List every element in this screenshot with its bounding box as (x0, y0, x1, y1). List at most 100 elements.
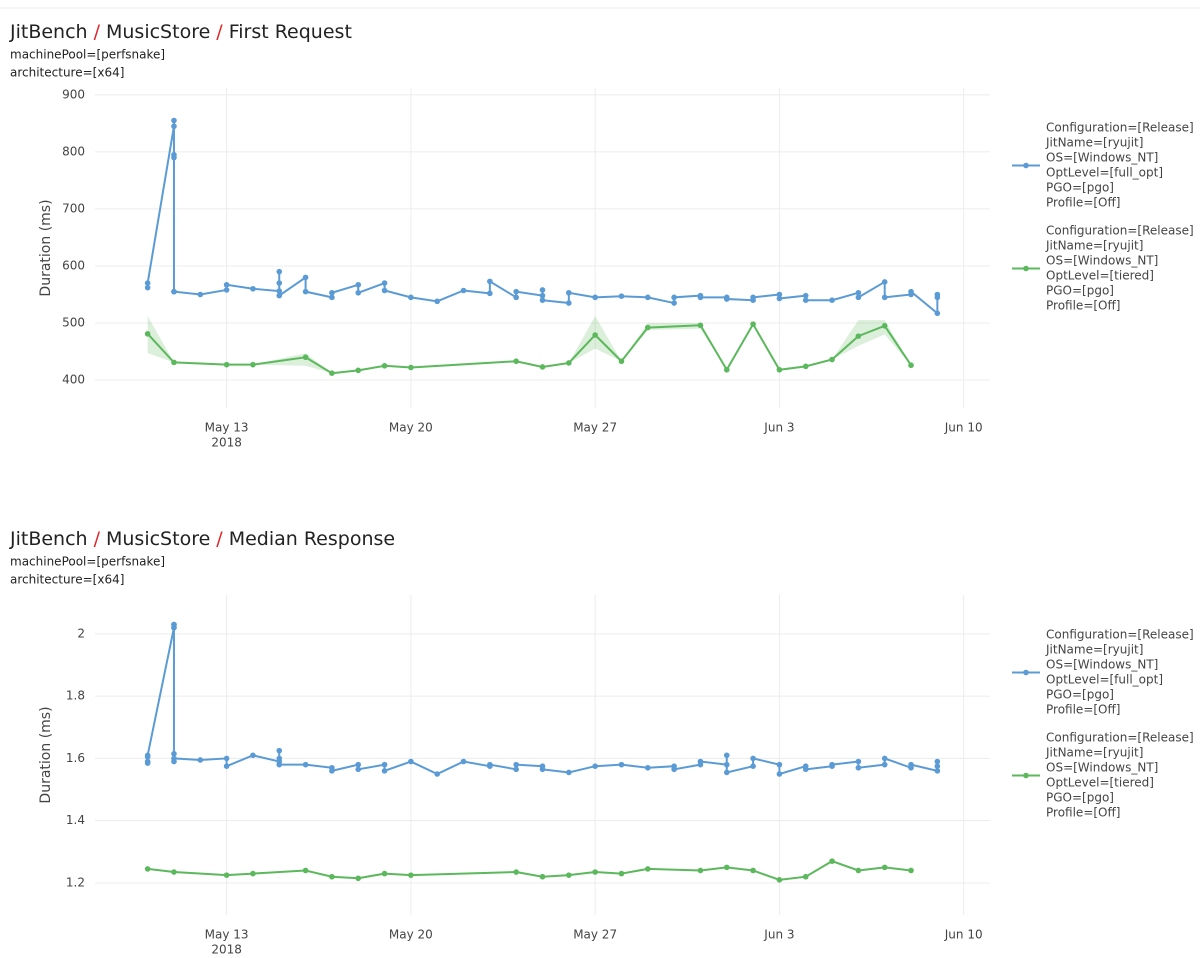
data-point (355, 766, 362, 773)
title-part: / (216, 21, 223, 43)
data-point (250, 752, 256, 759)
confidence-band (147, 316, 174, 363)
data-point (144, 866, 151, 872)
data-point (250, 870, 256, 877)
legend-label: OptLevel=[full_opt] (1046, 166, 1163, 180)
confidence-band (595, 316, 622, 362)
data-point (144, 331, 151, 337)
y-tick-label: 1.2 (66, 875, 85, 889)
series-line (147, 860, 912, 881)
x-tick-label: Jun 3 (763, 421, 794, 435)
data-point (881, 294, 888, 301)
data-point (881, 864, 888, 871)
x-tick-label: May 20 (389, 421, 433, 435)
data-point (697, 867, 704, 874)
data-point (750, 867, 756, 874)
legend-label: Configuration=[Release] (1046, 224, 1194, 238)
legend-label: JitName=[ryujit] (1045, 643, 1143, 657)
data-point (829, 858, 835, 864)
title-part: MusicStore (106, 21, 210, 43)
data-point (644, 764, 651, 771)
y-tick-label: 800 (62, 144, 85, 158)
data-point (776, 877, 783, 883)
legend-label: JitName=[ryujit] (1045, 239, 1143, 253)
data-point (592, 763, 598, 770)
chart-title: JitBench / MusicStore / First Request (9, 21, 352, 43)
data-point (855, 764, 862, 771)
data-point (171, 123, 177, 130)
data-point (329, 768, 335, 774)
data-point (776, 366, 783, 373)
data-point (171, 755, 177, 762)
title-part: JitBench (9, 528, 88, 550)
data-point (408, 872, 414, 878)
x-tick-label: Jun 10 (944, 421, 983, 435)
data-point (381, 280, 388, 286)
data-point (329, 370, 335, 377)
data-point (223, 755, 230, 762)
data-point (539, 297, 546, 303)
data-point (329, 873, 335, 880)
data-point (276, 761, 283, 768)
legend-label: OS=[Windows_NT] (1046, 254, 1158, 268)
legend-label: OptLevel=[tiered] (1046, 776, 1154, 790)
data-point (144, 284, 151, 291)
data-point (776, 295, 783, 302)
data-point (671, 766, 677, 773)
title-part: / (216, 528, 223, 550)
data-point (460, 758, 467, 765)
data-point (539, 292, 546, 299)
data-point (566, 300, 572, 306)
data-point (276, 268, 283, 275)
subtitle: architecture=[x64] (10, 573, 124, 587)
x-tick-label: Jun 3 (763, 928, 794, 942)
data-point (750, 294, 756, 301)
legend-label: PGO=[pgo] (1046, 688, 1114, 702)
data-point (539, 364, 546, 370)
data-point (644, 866, 651, 872)
data-point (566, 360, 572, 366)
y-tick-label: 700 (62, 201, 85, 215)
data-point (381, 362, 388, 369)
legend-label: JitName=[ryujit] (1045, 746, 1143, 760)
data-point (408, 294, 414, 301)
data-point (355, 289, 362, 296)
data-point (934, 768, 941, 774)
data-point (566, 289, 572, 296)
legend-label: OS=[Windows_NT] (1046, 658, 1158, 672)
data-point (697, 294, 704, 301)
legend-label: Profile=[Off] (1046, 806, 1120, 820)
confidence-band (858, 320, 885, 346)
data-point (697, 758, 704, 765)
data-point (829, 761, 835, 768)
data-point (223, 361, 230, 368)
data-point (223, 872, 230, 878)
subtitle: machinePool=[perfsnake] (10, 48, 165, 62)
x-tick-label: May 13 (205, 928, 249, 942)
data-point (908, 867, 914, 874)
data-point (355, 281, 362, 288)
data-point (276, 288, 283, 294)
data-point (276, 292, 283, 299)
data-point (171, 359, 177, 366)
legend-swatch-marker (1023, 772, 1029, 779)
data-point (539, 873, 546, 880)
legend-label: PGO=[pgo] (1046, 284, 1114, 298)
data-point (329, 289, 335, 296)
data-point (750, 755, 756, 762)
data-point (855, 758, 862, 765)
subtitle: architecture=[x64] (10, 66, 124, 80)
data-point (723, 752, 730, 759)
data-point (723, 864, 730, 871)
title-part: MusicStore (106, 528, 210, 550)
chart-title: JitBench / MusicStore / Median Response (9, 528, 395, 550)
data-point (802, 363, 809, 370)
data-point (513, 766, 519, 773)
data-point (881, 323, 888, 329)
data-point (381, 870, 388, 877)
data-point (513, 294, 519, 301)
legend-label: Configuration=[Release] (1046, 628, 1194, 642)
x-tick-label: 2018 (211, 436, 242, 450)
data-point (671, 294, 677, 301)
